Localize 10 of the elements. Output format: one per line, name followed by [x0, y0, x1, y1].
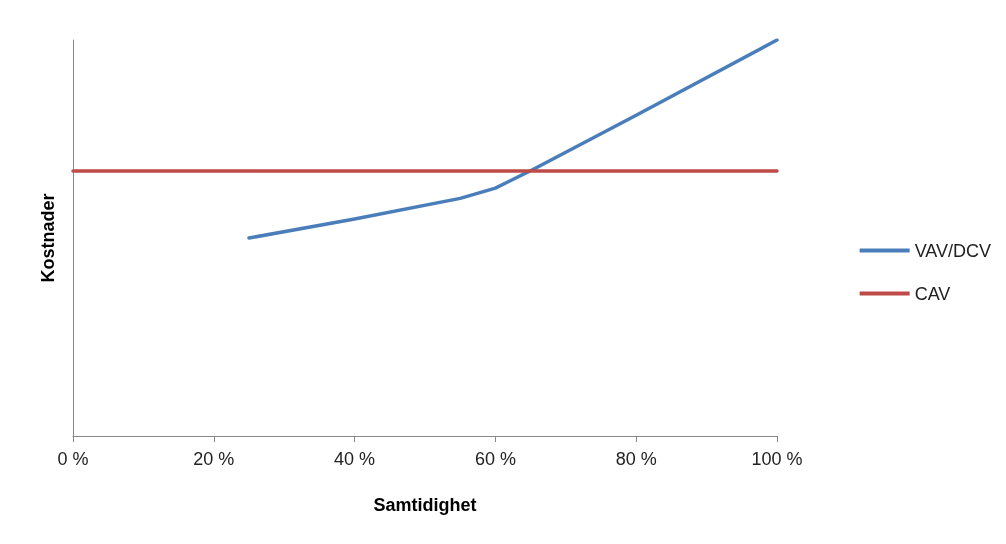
- x-tick-label: 80 %: [615, 449, 657, 469]
- legend-label: CAV: [914, 283, 951, 304]
- x-tick-label: 20 %: [193, 449, 235, 469]
- x-tick-label: 0 %: [57, 449, 89, 469]
- x-tick-label: 100 %: [751, 449, 803, 469]
- y-axis-title: Kostnader: [38, 193, 58, 283]
- x-tick-label: 40 %: [334, 449, 376, 469]
- x-axis-title: Samtidighet: [373, 495, 477, 515]
- legend-label: VAV/DCV: [914, 240, 992, 261]
- x-tick-label: 60 %: [474, 449, 516, 469]
